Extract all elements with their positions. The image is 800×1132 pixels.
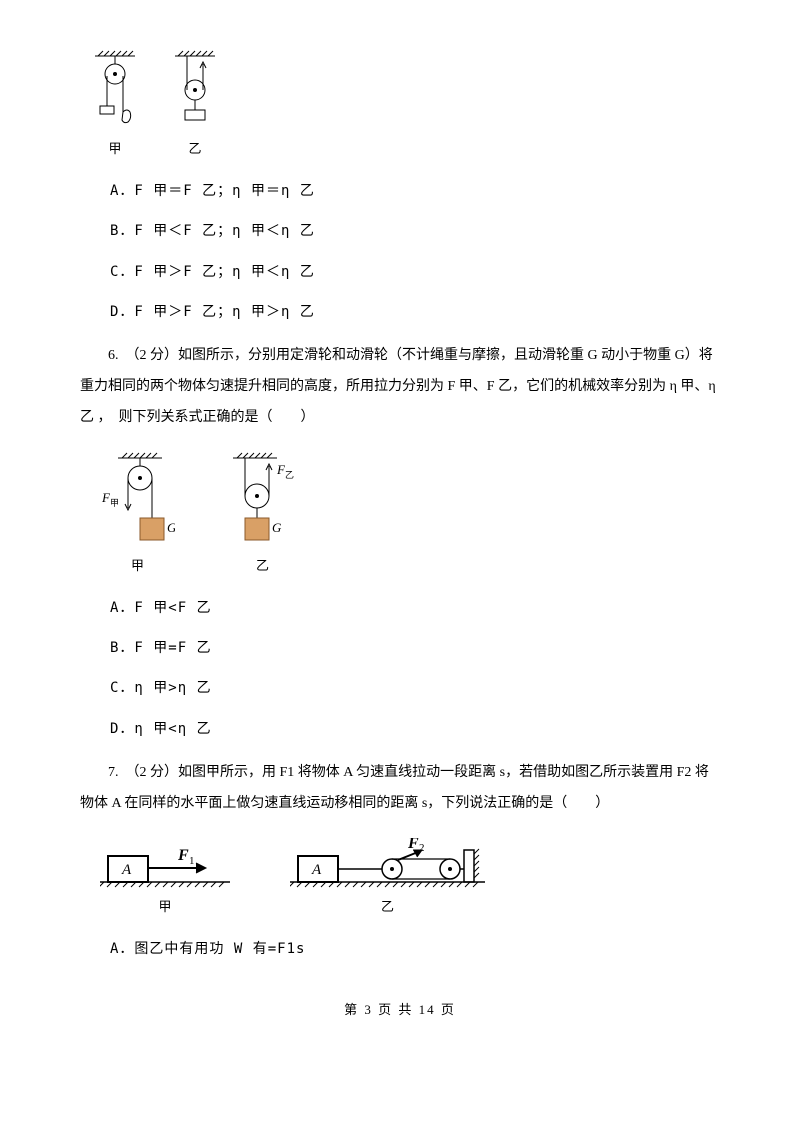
q5-fig-left-caption: 甲 (108, 139, 121, 160)
q6-option-c: C．η 甲>η 乙 (110, 677, 720, 699)
q7-figure: A F 1 甲 (100, 838, 720, 918)
q6-option-a: A．F 甲<F 乙 (110, 597, 720, 619)
q6-fig-right-caption: 乙 (256, 556, 269, 577)
q6-G-right-label: G (272, 520, 282, 535)
q5-fig-left: 甲 (90, 50, 140, 160)
q7-A-left-label: A (121, 862, 132, 878)
q7-fig-right-caption: 乙 (381, 897, 394, 918)
q7-fig-left: A F 1 甲 (100, 838, 230, 918)
svg-text:乙: 乙 (285, 470, 294, 480)
q6-option-b: B．F 甲=F 乙 (110, 637, 720, 659)
q6-option-d: D．η 甲<η 乙 (110, 718, 720, 740)
q6-G-left-label: G (167, 520, 175, 535)
pulley-movable-icon (170, 50, 220, 135)
page-footer: 第 3 页 共 14 页 (80, 1000, 720, 1021)
q5-fig-right: 乙 (170, 50, 220, 160)
q7-fig-right: A F 2 乙 (290, 838, 485, 918)
block-pull-pulley-icon: A F 2 (290, 838, 485, 893)
pulley-fixed-icon (90, 50, 140, 135)
q5-option-c: C．F 甲＞F 乙；η 甲＜η 乙 (110, 261, 720, 283)
q6-fig-left: F 甲 G 甲 (100, 452, 175, 577)
q7-text: 7. （2 分）如图甲所示，用 F1 将物体 A 匀速直线拉动一段距离 s，若借… (80, 758, 720, 820)
q5-fig-right-caption: 乙 (188, 139, 201, 160)
q7-F1-label: F (177, 847, 189, 864)
fixed-pulley-load-icon: F 甲 G (100, 452, 175, 552)
q5-option-a: A．F 甲＝F 乙；η 甲＝η 乙 (110, 180, 720, 202)
q6-text: 6. （2 分）如图所示，分别用定滑轮和动滑轮（不计绳重与摩擦，且动滑轮重 G … (80, 341, 720, 433)
q6-figure: F 甲 G 甲 F 乙 (100, 452, 720, 577)
q5-option-d: D．F 甲＞F 乙；η 甲＞η 乙 (110, 301, 720, 323)
svg-text:1: 1 (189, 855, 195, 867)
svg-text:甲: 甲 (110, 498, 119, 508)
q7-A-right-label: A (311, 862, 322, 878)
q6-fig-left-caption: 甲 (131, 556, 144, 577)
movable-pulley-load-icon: F 乙 G (225, 452, 300, 552)
svg-text:2: 2 (419, 842, 425, 854)
q7-F2-label: F (407, 838, 419, 852)
q5-option-b: B．F 甲＜F 乙；η 甲＜η 乙 (110, 220, 720, 242)
q7-fig-left-caption: 甲 (158, 897, 171, 918)
q6-fig-right: F 乙 G 乙 (225, 452, 300, 577)
q7-option-a: A．图乙中有用功 W 有=F1s (110, 938, 720, 960)
q5-figure: 甲 乙 (90, 50, 720, 160)
block-pull-direct-icon: A F 1 (100, 838, 230, 893)
